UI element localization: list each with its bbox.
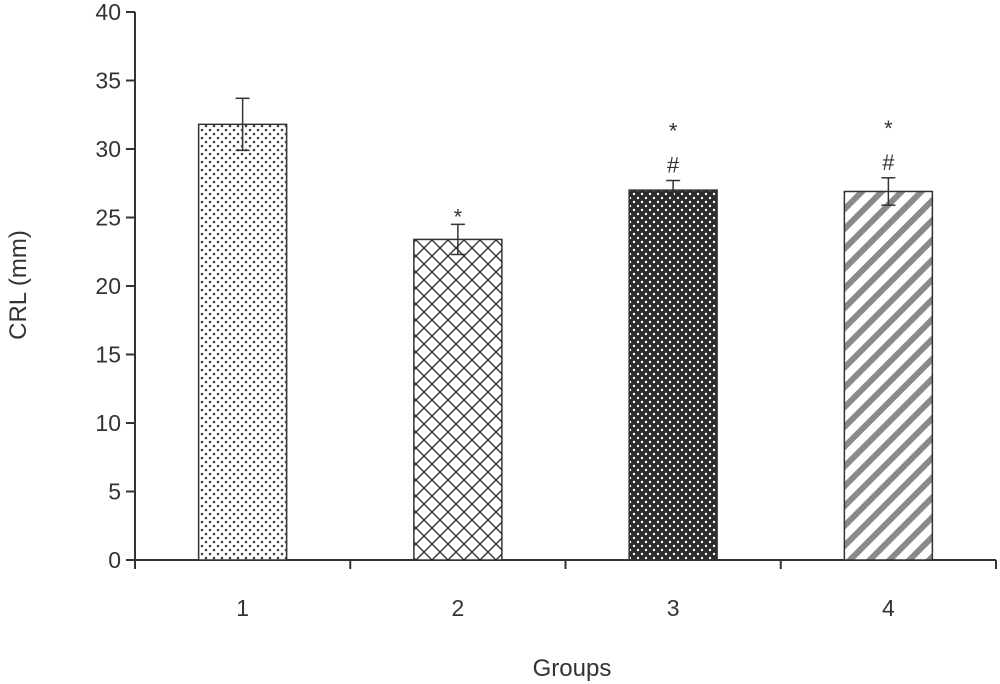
significance-mark: # bbox=[667, 153, 680, 178]
x-axis: 1 2 3 4 bbox=[134, 559, 997, 621]
x-tick-label: 3 bbox=[667, 595, 680, 621]
y-tick-label: 20 bbox=[95, 273, 121, 299]
significance-annotations: * # * # * bbox=[454, 116, 896, 230]
bar-group-1 bbox=[197, 123, 288, 561]
y-axis-title: CRL (mm) bbox=[5, 230, 32, 340]
significance-mark: # bbox=[882, 150, 895, 175]
y-tick-label: 30 bbox=[95, 136, 121, 162]
bar-group-2 bbox=[413, 238, 503, 561]
bar-group-4 bbox=[843, 190, 934, 561]
y-tick-label: 15 bbox=[95, 342, 121, 368]
error-bars bbox=[235, 97, 896, 256]
y-axis: 0 5 10 15 20 25 30 35 40 bbox=[95, 0, 136, 573]
y-tick-label: 40 bbox=[95, 0, 121, 25]
y-tick-label: 5 bbox=[108, 479, 121, 505]
y-tick-label: 35 bbox=[95, 68, 121, 94]
bar-group-3 bbox=[628, 189, 718, 561]
y-tick-label: 0 bbox=[108, 547, 121, 573]
y-tick-label: 10 bbox=[95, 410, 121, 436]
x-tick-label: 2 bbox=[451, 595, 464, 621]
bars bbox=[197, 123, 934, 561]
significance-mark: * bbox=[669, 119, 678, 144]
significance-mark: * bbox=[454, 204, 463, 229]
y-tick-label: 25 bbox=[95, 205, 121, 231]
x-tick-label: 1 bbox=[236, 595, 249, 621]
x-tick-label: 4 bbox=[882, 595, 895, 621]
significance-mark: * bbox=[884, 116, 893, 141]
x-axis-title: Groups bbox=[533, 655, 612, 682]
